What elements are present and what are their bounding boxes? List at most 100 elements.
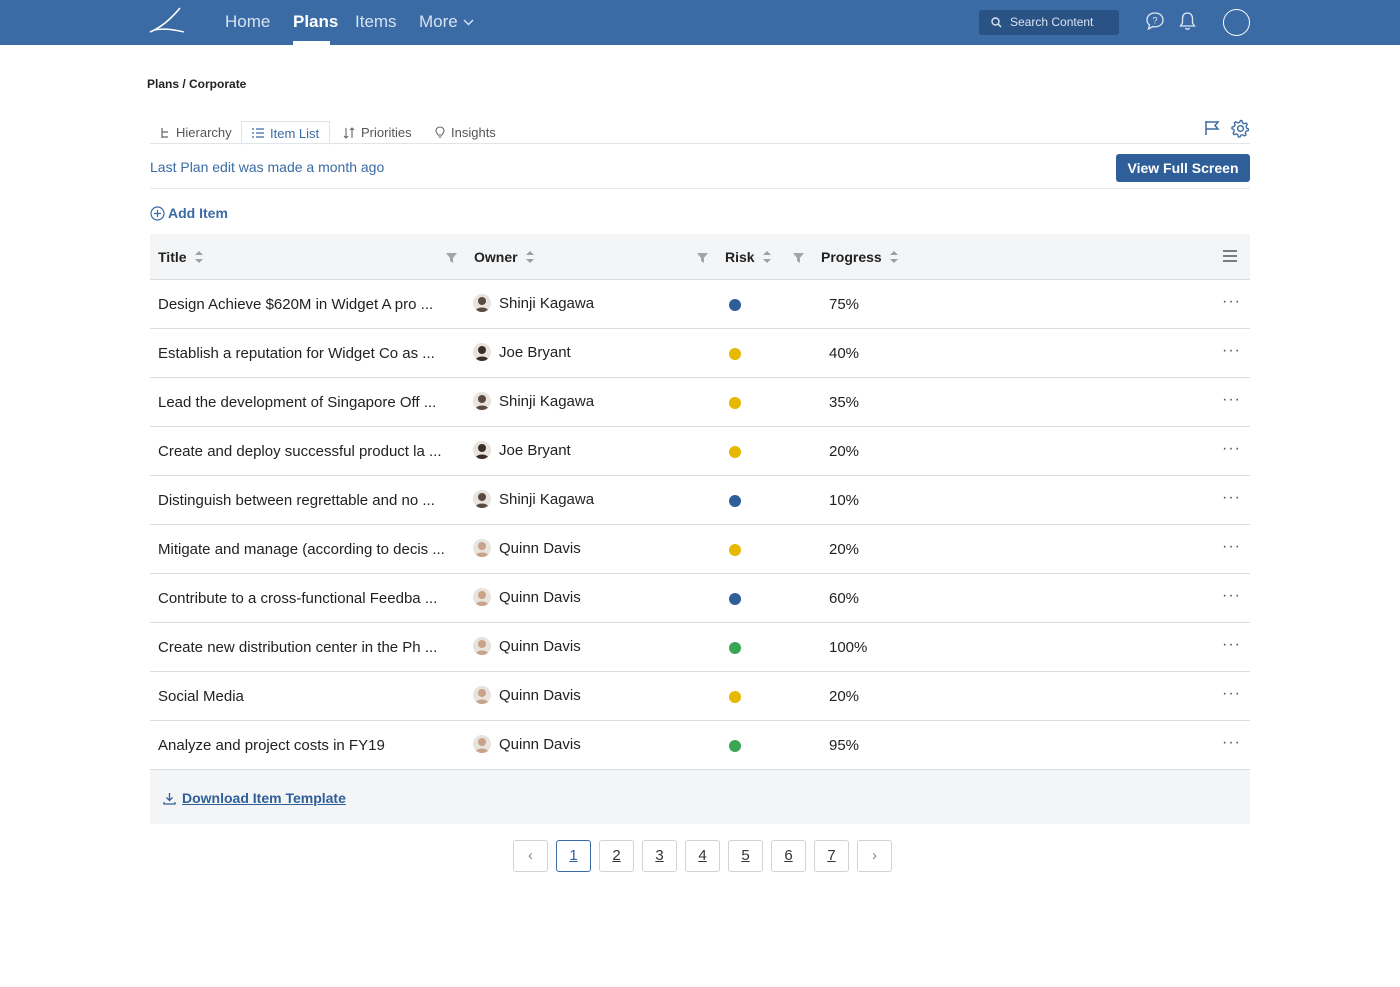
- tab-priorities[interactable]: Priorities: [343, 121, 412, 144]
- sort-icon[interactable]: [194, 251, 203, 263]
- flag-icon[interactable]: [1204, 119, 1221, 136]
- page-button[interactable]: 5: [728, 840, 763, 872]
- item-title[interactable]: Establish a reputation for Widget Co as …: [158, 345, 435, 362]
- table-row[interactable]: Mitigate and manage (according to decis …: [150, 525, 1250, 574]
- item-progress: 20%: [829, 443, 860, 460]
- row-more-icon[interactable]: ···: [1222, 293, 1241, 310]
- prev-page-button[interactable]: ‹: [513, 840, 548, 872]
- column-header-progress[interactable]: Progress: [821, 249, 898, 265]
- owner-avatar: [473, 343, 491, 361]
- person-icon: [475, 591, 489, 606]
- row-more-icon[interactable]: ···: [1222, 636, 1241, 653]
- item-title[interactable]: Social Media: [158, 688, 244, 705]
- page-button[interactable]: 4: [685, 840, 720, 872]
- row-more-icon[interactable]: ···: [1222, 342, 1241, 359]
- risk-indicator: [729, 642, 741, 654]
- tab-insights[interactable]: Insights: [435, 121, 496, 144]
- table-row[interactable]: Lead the development of Singapore Off ..…: [150, 378, 1250, 427]
- owner-name: Joe Bryant: [499, 441, 571, 459]
- row-more-icon[interactable]: ···: [1222, 587, 1241, 604]
- item-title[interactable]: Create and deploy successful product la …: [158, 443, 442, 460]
- bell-icon[interactable]: [1179, 11, 1196, 31]
- risk-indicator: [729, 544, 741, 556]
- table-row[interactable]: Establish a reputation for Widget Co as …: [150, 329, 1250, 378]
- nav-home[interactable]: Home: [225, 12, 271, 31]
- row-more-icon[interactable]: ···: [1222, 440, 1241, 457]
- row-more-icon[interactable]: ···: [1222, 391, 1241, 408]
- tab-hierarchy[interactable]: Hierarchy: [160, 121, 232, 144]
- filter-icon[interactable]: [446, 253, 457, 263]
- chat-help-icon[interactable]: ?: [1145, 11, 1165, 31]
- risk-indicator: [729, 299, 741, 311]
- item-title[interactable]: Distinguish between regrettable and no .…: [158, 492, 435, 509]
- column-menu-icon[interactable]: [1223, 250, 1237, 262]
- item-title[interactable]: Design Achieve $620M in Widget A pro ...: [158, 296, 434, 313]
- user-avatar[interactable]: [1223, 9, 1250, 36]
- item-owner: Joe Bryant: [473, 441, 571, 459]
- row-more-icon[interactable]: ···: [1222, 489, 1241, 506]
- page-button[interactable]: 7: [814, 840, 849, 872]
- logo-icon[interactable]: [148, 6, 186, 36]
- tab-item-list[interactable]: Item List: [241, 121, 331, 145]
- risk-indicator: [729, 397, 741, 409]
- sort-icon[interactable]: [889, 251, 898, 263]
- nav-plans[interactable]: Plans: [293, 12, 339, 31]
- table-row[interactable]: Contribute to a cross-functional Feedba …: [150, 574, 1250, 623]
- add-circle-icon: [150, 205, 165, 221]
- table-row[interactable]: Design Achieve $620M in Widget A pro ...…: [150, 280, 1250, 329]
- item-title[interactable]: Lead the development of Singapore Off ..…: [158, 394, 437, 411]
- risk-indicator: [729, 348, 741, 360]
- table-row[interactable]: Distinguish between regrettable and no .…: [150, 476, 1250, 525]
- item-title[interactable]: Contribute to a cross-functional Feedba …: [158, 590, 438, 607]
- page-button[interactable]: 3: [642, 840, 677, 872]
- item-title[interactable]: Mitigate and manage (according to decis …: [158, 541, 445, 558]
- breadcrumb[interactable]: Plans / Corporate: [147, 77, 247, 91]
- table-row[interactable]: Analyze and project costs in FY19 Quinn D…: [150, 721, 1250, 770]
- person-icon: [475, 542, 489, 557]
- column-header-title[interactable]: Title: [158, 249, 203, 265]
- page-button[interactable]: 1: [556, 840, 591, 872]
- risk-indicator: [729, 691, 741, 703]
- column-risk-label: Risk: [725, 249, 755, 265]
- row-more-icon[interactable]: ···: [1222, 538, 1241, 555]
- page-button[interactable]: 6: [771, 840, 806, 872]
- nav-items[interactable]: Items: [355, 12, 397, 31]
- owner-name: Shinji Kagawa: [499, 294, 595, 312]
- hierarchy-icon: [161, 127, 168, 138]
- owner-name: Shinji Kagawa: [499, 392, 595, 410]
- table-row[interactable]: Create and deploy successful product la …: [150, 427, 1250, 476]
- item-title[interactable]: Analyze and project costs in FY19: [158, 737, 385, 754]
- nav-more[interactable]: More: [419, 12, 474, 32]
- table-row[interactable]: Create new distribution center in the Ph…: [150, 623, 1250, 672]
- table-footer: Download Item Template: [150, 770, 1250, 824]
- view-full-screen-button[interactable]: View Full Screen: [1116, 154, 1250, 182]
- gear-icon[interactable]: [1231, 119, 1250, 138]
- row-more-icon[interactable]: ···: [1222, 734, 1241, 751]
- filter-icon[interactable]: [697, 253, 708, 263]
- owner-name: Quinn Davis: [499, 539, 581, 557]
- owner-avatar: [473, 686, 491, 704]
- nav-more-label: More: [419, 12, 458, 31]
- sort-icon[interactable]: [762, 251, 771, 263]
- page-button[interactable]: 2: [599, 840, 634, 872]
- next-page-button[interactable]: ›: [857, 840, 892, 872]
- item-title[interactable]: Create new distribution center in the Ph…: [158, 639, 438, 656]
- sort-icon[interactable]: [525, 251, 534, 263]
- person-icon: [475, 395, 489, 410]
- column-header-risk[interactable]: Risk: [725, 249, 771, 265]
- item-progress: 60%: [829, 590, 860, 607]
- filter-icon[interactable]: [793, 253, 804, 263]
- add-item-button[interactable]: Add Item: [150, 205, 228, 221]
- item-progress: 35%: [829, 394, 860, 411]
- search-input[interactable]: Search Content: [979, 10, 1119, 35]
- item-progress: 95%: [829, 737, 860, 754]
- column-owner-label: Owner: [474, 249, 518, 265]
- item-owner: Shinji Kagawa: [473, 490, 594, 508]
- table-row[interactable]: Social Media Quinn Davis 20% ···: [150, 672, 1250, 721]
- owner-avatar: [473, 490, 491, 508]
- column-header-owner[interactable]: Owner: [474, 249, 534, 265]
- download-template-link[interactable]: Download Item Template: [163, 790, 346, 806]
- person-icon: [475, 493, 489, 508]
- row-more-icon[interactable]: ···: [1222, 685, 1241, 702]
- owner-avatar: [473, 637, 491, 655]
